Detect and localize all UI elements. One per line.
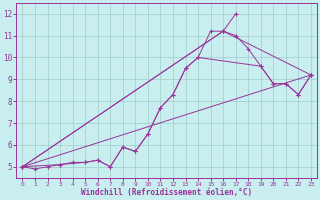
X-axis label: Windchill (Refroidissement éolien,°C): Windchill (Refroidissement éolien,°C) — [81, 188, 252, 197]
